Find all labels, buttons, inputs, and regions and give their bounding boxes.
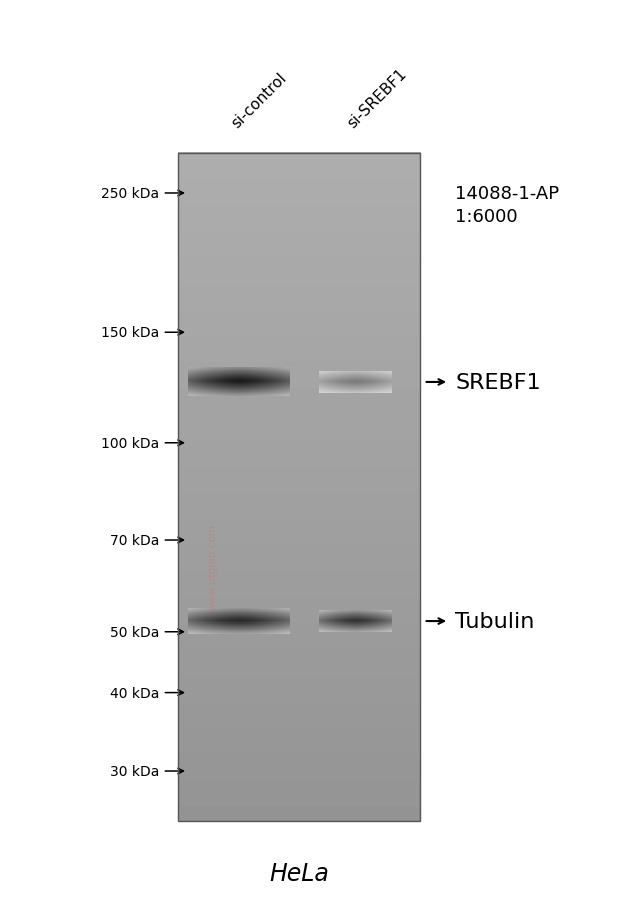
Text: 150 kDa: 150 kDa (101, 326, 159, 340)
Text: 14088-1-AP
1:6000: 14088-1-AP 1:6000 (455, 184, 559, 226)
Text: 30 kDa: 30 kDa (110, 764, 159, 778)
Text: 250 kDa: 250 kDa (101, 187, 159, 201)
Text: si-SREBF1: si-SREBF1 (345, 66, 409, 131)
Text: 50 kDa: 50 kDa (110, 625, 159, 639)
Text: 70 kDa: 70 kDa (110, 533, 159, 548)
Text: HeLa: HeLa (269, 861, 329, 886)
Text: 40 kDa: 40 kDa (110, 686, 159, 700)
Text: si-control: si-control (228, 70, 289, 131)
Text: 100 kDa: 100 kDa (101, 437, 159, 450)
Text: www.ptglab.com: www.ptglab.com (208, 524, 217, 611)
Text: Tubulin: Tubulin (455, 612, 535, 631)
Text: SREBF1: SREBF1 (455, 373, 541, 392)
Bar (178, 153, 420, 821)
